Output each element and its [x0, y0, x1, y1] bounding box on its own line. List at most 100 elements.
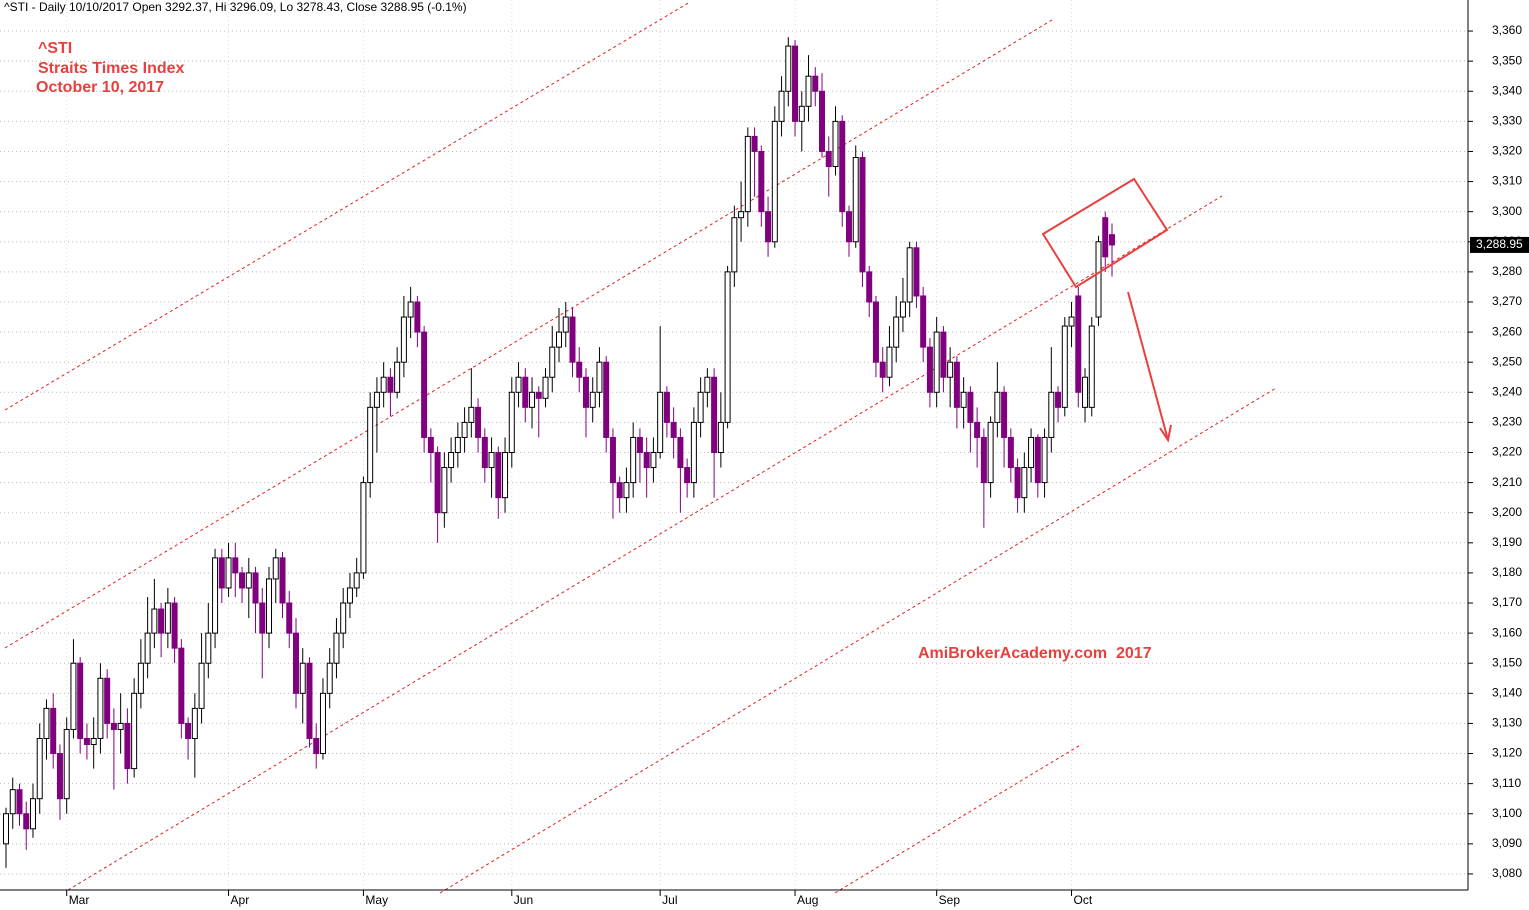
candle-body — [124, 722, 131, 770]
candle-body — [879, 361, 886, 378]
annotation: Straits Times Index — [38, 60, 185, 77]
arrow-shaft — [1127, 291, 1169, 441]
candle-body — [185, 722, 192, 739]
x-tick-label: Apr — [231, 893, 250, 907]
candle-body — [252, 572, 259, 604]
x-tick-label: May — [365, 893, 388, 907]
candle-body — [292, 632, 299, 694]
candle-body — [481, 436, 488, 469]
candle-body — [70, 662, 77, 730]
candle-body — [549, 346, 556, 378]
candle-body — [198, 662, 205, 709]
candle-body — [266, 578, 273, 634]
x-tick-label: Aug — [797, 893, 818, 907]
candle-body — [987, 421, 994, 484]
candle-body — [427, 436, 434, 453]
arrow-head — [1159, 424, 1172, 443]
candle-body — [279, 557, 286, 604]
candle-body — [872, 301, 879, 363]
candle-body — [164, 602, 171, 634]
candle-body — [859, 156, 866, 273]
candle-body — [495, 452, 502, 499]
candle-body — [1028, 436, 1035, 469]
candle-body — [778, 90, 785, 122]
candle-body — [461, 421, 468, 438]
candle-body — [522, 376, 529, 408]
candle-body — [609, 436, 616, 484]
y-tick-label: 3,210 — [1492, 475, 1522, 489]
x-tick-label: Oct — [1074, 893, 1093, 907]
y-tick-label: 3,220 — [1492, 445, 1522, 459]
candle-body — [90, 737, 97, 746]
candle-body — [974, 421, 981, 438]
arrow — [1127, 291, 1172, 443]
candle-body — [326, 662, 333, 694]
candle-body — [1055, 391, 1062, 408]
candle-body — [1048, 391, 1055, 438]
y-tick-label: 3,200 — [1492, 505, 1522, 519]
candle-body — [441, 467, 448, 514]
y-tick-label: 3,240 — [1492, 384, 1522, 398]
candle-body — [414, 301, 421, 333]
candle-body — [636, 436, 643, 453]
chart-title: ^STI - Daily 10/10/2017 Open 3292.37, Hi… — [4, 0, 467, 14]
channel-line — [67, 195, 1223, 891]
candle-body — [63, 728, 70, 800]
candle-body — [178, 647, 185, 724]
candle-body — [29, 798, 36, 830]
highlight-box — [1041, 177, 1169, 289]
candle-body — [832, 120, 839, 168]
candle-body — [913, 247, 920, 297]
candle-body — [232, 557, 239, 574]
y-tick-label: 3,100 — [1492, 806, 1522, 820]
candle-body — [933, 331, 940, 393]
candle-body — [144, 632, 151, 664]
candle-body — [259, 602, 266, 634]
candle-body — [805, 75, 812, 107]
candle-body — [616, 482, 623, 499]
candle-body — [346, 587, 353, 604]
candle-body — [239, 572, 246, 589]
candle-body — [1001, 391, 1008, 438]
candle-body — [306, 662, 313, 739]
candle-body — [684, 467, 691, 484]
candle-body — [475, 406, 482, 438]
y-tick-label: 3,110 — [1492, 776, 1521, 790]
candle-body — [670, 421, 677, 438]
y-tick-label: 3,140 — [1492, 685, 1522, 699]
candle-body — [515, 376, 522, 393]
candle-body — [771, 120, 778, 243]
candle-body — [1061, 325, 1068, 408]
candle-body — [562, 316, 569, 333]
candle-body — [508, 391, 515, 453]
candle-body — [191, 707, 198, 739]
candle-body — [765, 211, 772, 243]
candle-body — [603, 361, 610, 438]
candle-body — [36, 737, 43, 800]
y-tick-label: 3,250 — [1492, 354, 1522, 368]
candle-body — [421, 331, 428, 438]
y-tick-label: 3,360 — [1492, 23, 1522, 37]
candle-body — [812, 75, 819, 92]
channel-line — [4, 1, 691, 411]
candle-body — [845, 211, 852, 243]
candle-body — [83, 737, 90, 746]
candle-body — [711, 376, 718, 454]
y-tick-label: 3,300 — [1492, 204, 1522, 218]
candle-body — [299, 662, 306, 694]
y-tick-label: 3,160 — [1492, 625, 1522, 639]
candle-body — [158, 608, 165, 634]
candle-body — [56, 753, 63, 800]
candle-body — [400, 316, 407, 363]
candle-body — [394, 361, 401, 393]
candle-body — [825, 150, 832, 168]
candle-body — [117, 722, 124, 730]
candle-body — [1007, 436, 1014, 469]
y-tick-label: 3,260 — [1492, 324, 1522, 338]
candle-body — [717, 421, 724, 453]
candle-body — [340, 602, 347, 634]
candle-body — [131, 692, 138, 770]
y-tick-label: 3,150 — [1492, 655, 1522, 669]
x-tick-label: Mar — [69, 893, 90, 907]
